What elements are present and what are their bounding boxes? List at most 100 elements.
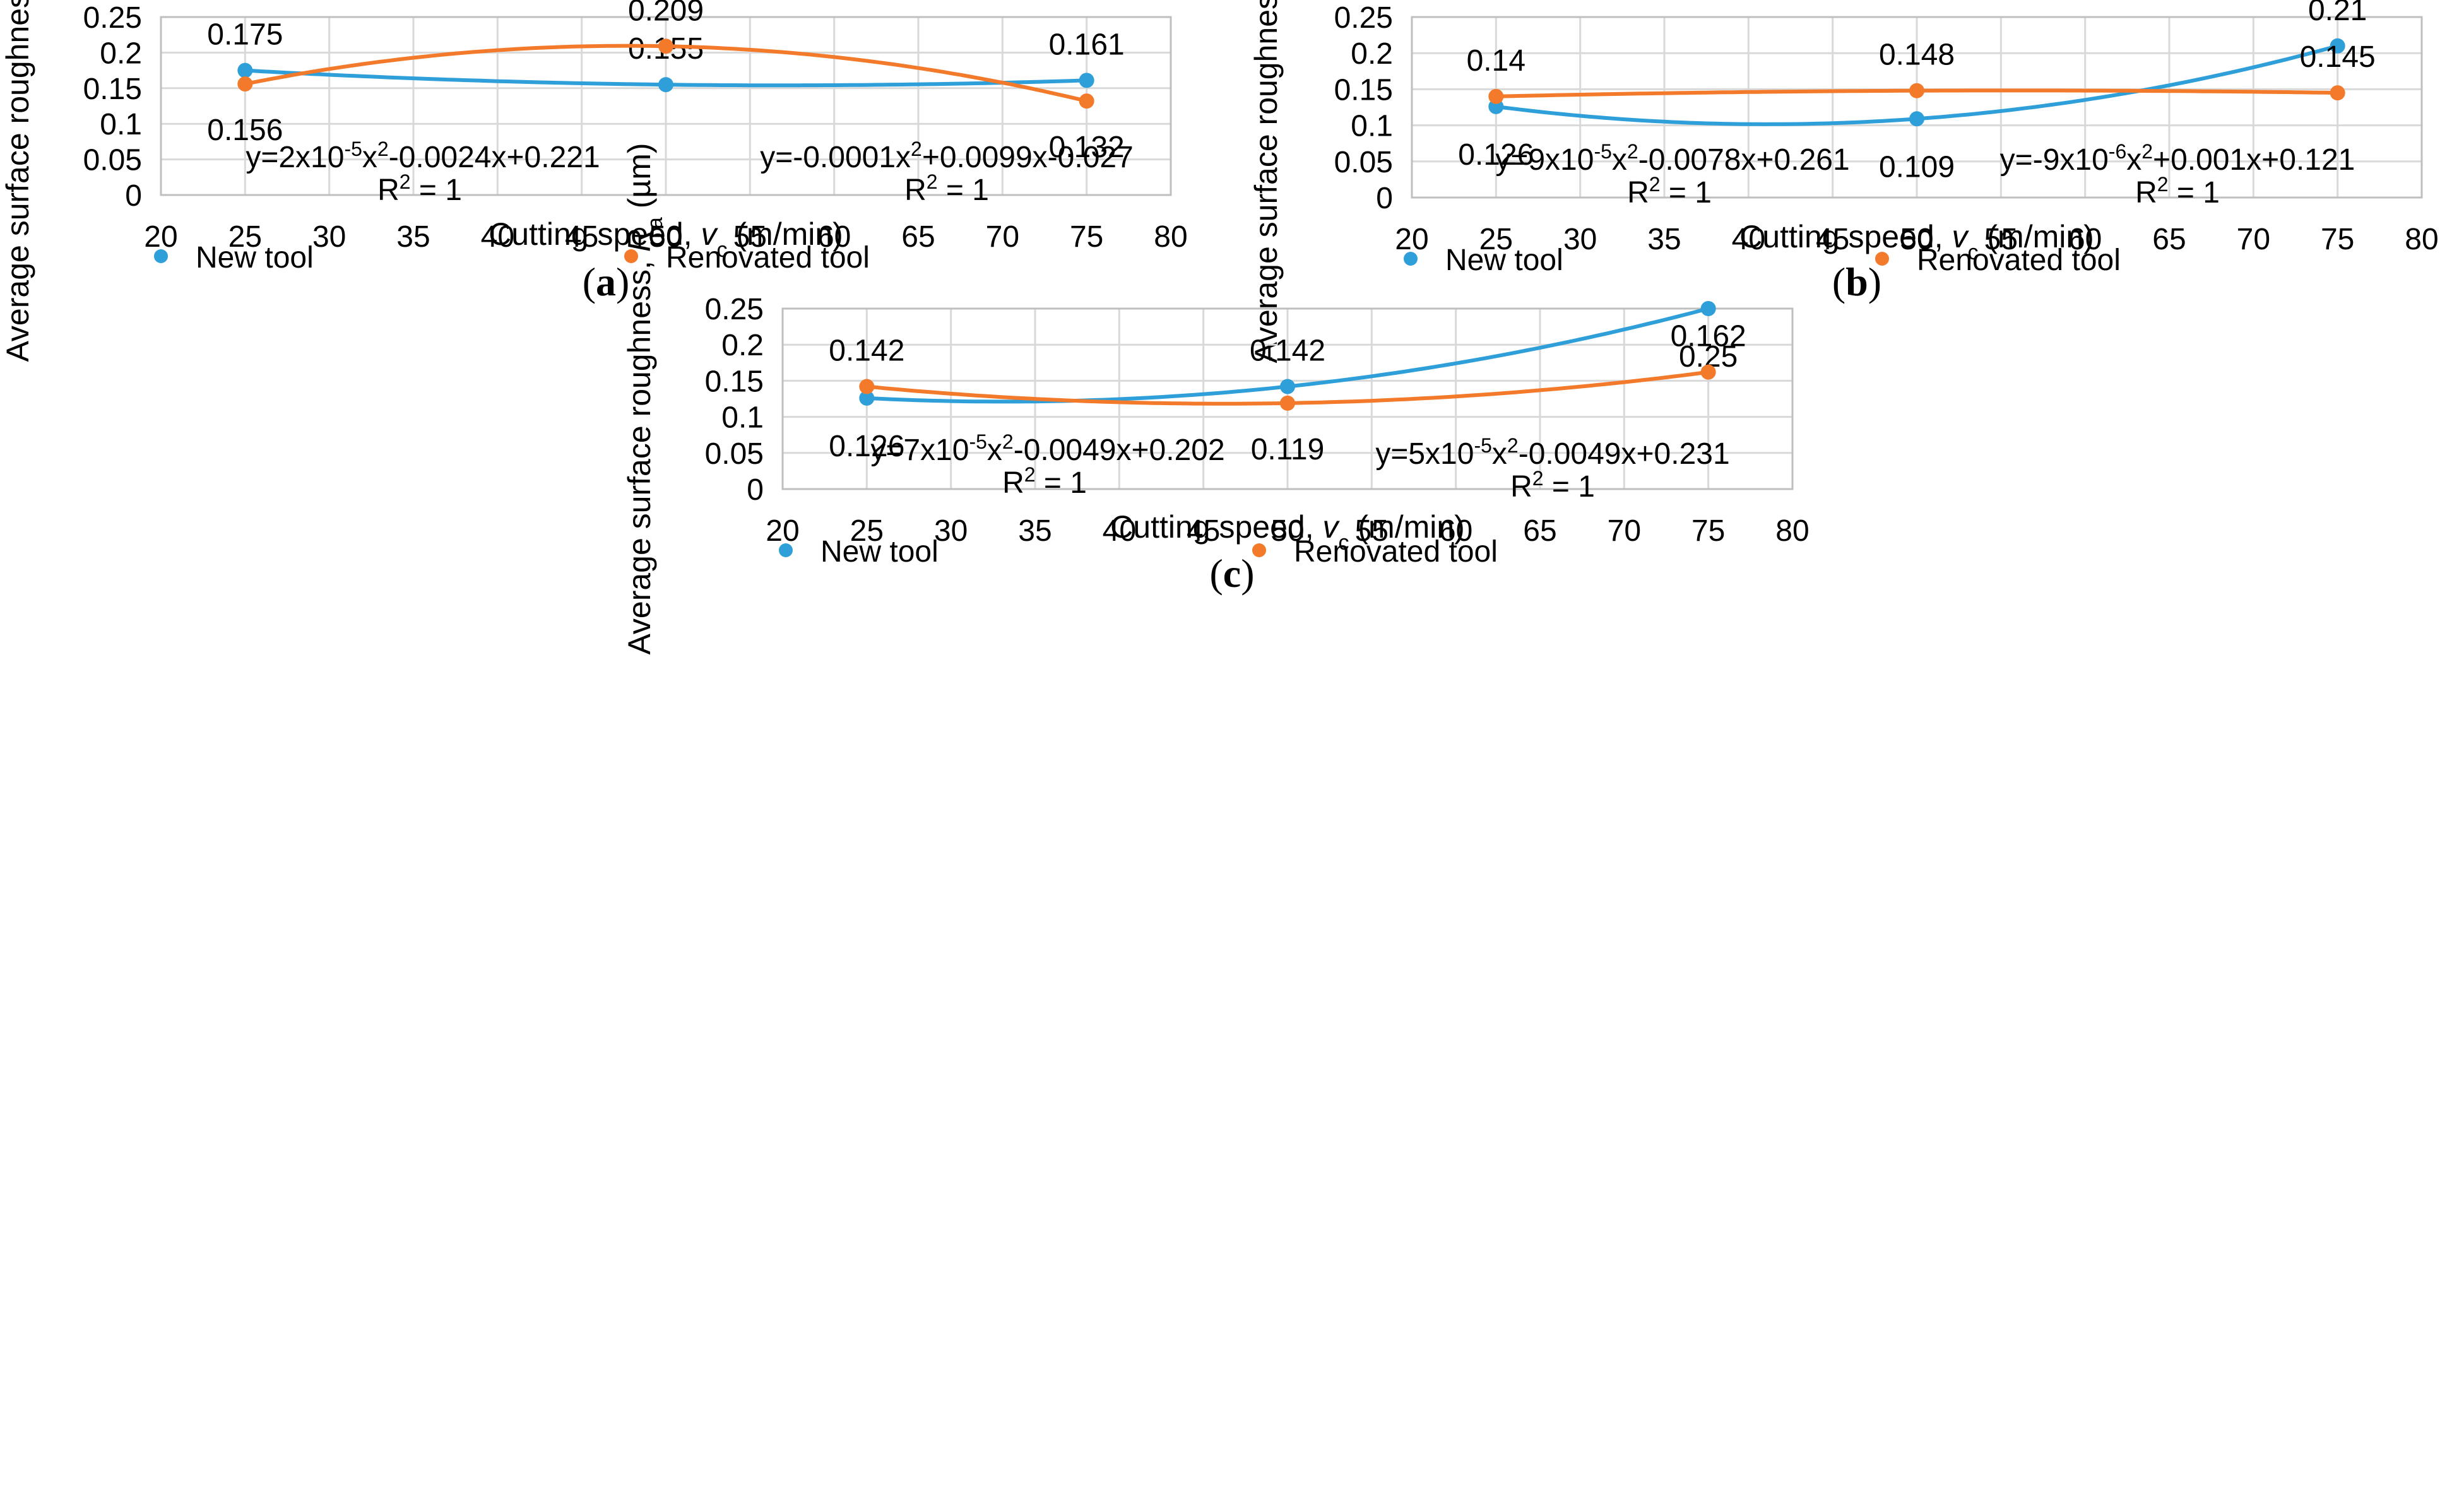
- x-tick-label: 20: [144, 220, 177, 254]
- y-tick-label: 0.1: [721, 401, 764, 435]
- y-tick-label: 0: [747, 473, 764, 507]
- legend-renovated-tool-marker: [1252, 543, 1266, 557]
- renovated-tool-r-squared: R2 = 1: [904, 170, 989, 207]
- x-tick-label: 20: [766, 514, 799, 548]
- x-tick-label: 55: [1355, 514, 1389, 548]
- plot-area: [781, 307, 1794, 490]
- new-tool-point: [859, 390, 875, 406]
- data-label: 0.142: [1250, 334, 1325, 368]
- new-tool-point: [658, 77, 673, 93]
- data-label: 0.126: [1458, 138, 1534, 172]
- new-tool-equation: y=2x10-5x2-0.0024x+0.221: [246, 138, 600, 174]
- renovated-tool-equation: y=5x10-5x2-0.0049x+0.231: [1375, 434, 1729, 471]
- x-tick-label: 75: [1691, 514, 1725, 548]
- legend-renovated-tool-marker: [624, 249, 638, 263]
- new-tool-point: [237, 62, 253, 78]
- y-tick-label: 0.15: [1334, 73, 1393, 107]
- data-label: 0.175: [207, 18, 283, 52]
- x-axis-title: Cutting speed, vc (m/min): [489, 216, 843, 262]
- renovated-tool-point: [1280, 395, 1295, 411]
- data-label: 0.126: [829, 430, 904, 463]
- x-tick-label: 70: [986, 220, 1019, 254]
- renovated-tool-equation: y=-0.0001x2+0.0099x-0.027: [760, 138, 1134, 174]
- legend-new-tool-marker: [154, 249, 168, 263]
- x-tick-label: 65: [901, 220, 935, 254]
- x-tick-label: 30: [312, 220, 346, 254]
- renovated-tool-r-squared: R2 = 1: [2135, 173, 2220, 210]
- data-label: 0.162: [1671, 320, 1746, 353]
- renovated-tool-point: [658, 38, 673, 54]
- x-tick-label: 20: [1395, 223, 1428, 256]
- x-tick-label: 80: [1775, 514, 1809, 548]
- data-label: 0.161: [1049, 28, 1125, 61]
- x-tick-label: 65: [2152, 223, 2186, 256]
- data-label: 0.145: [2300, 40, 2376, 74]
- x-tick-label: 35: [1647, 223, 1681, 256]
- new-tool-point: [1700, 301, 1716, 316]
- renovated-tool-r-squared: R2 = 1: [1510, 467, 1595, 504]
- x-tick-label: 55: [1984, 223, 2018, 256]
- x-tick-label: 25: [1479, 223, 1513, 256]
- x-tick-label: 75: [1070, 220, 1103, 254]
- y-axis-title: Average surface roughness, Ra (µm): [622, 143, 667, 654]
- x-tick-label: 55: [733, 220, 767, 254]
- new-tool-point: [1280, 379, 1295, 394]
- legend-new-tool-marker: [779, 543, 793, 557]
- y-axis-title: Average surface roughness, Ra (µm): [0, 0, 45, 362]
- new-tool-point: [1079, 73, 1094, 88]
- y-tick-label: 0.05: [705, 437, 764, 471]
- y-tick-label: 0.25: [705, 293, 764, 326]
- y-tick-label: 0.05: [83, 144, 142, 177]
- x-tick-label: 60: [2068, 223, 2102, 256]
- panel-label: (b): [1832, 259, 1881, 304]
- new-tool-r-squared: R2 = 1: [1627, 173, 1712, 210]
- renovated-tool-point: [2330, 85, 2345, 101]
- chart-panel-b: 00.050.10.150.20.25 20 25 30 35 40 45 50 55 60 65 7…: [1248, 0, 2439, 363]
- x-tick-label: 70: [2237, 223, 2270, 256]
- y-tick-label: 0.15: [83, 73, 142, 106]
- x-axis-title: Cutting speed, vc (m/min): [1739, 219, 2094, 264]
- x-tick-label: 80: [2405, 223, 2438, 256]
- x-tick-label: 60: [1439, 514, 1472, 548]
- legend-renovated-tool-label: Renovated tool: [1294, 535, 1498, 569]
- y-tick-label: 0.05: [1334, 146, 1393, 179]
- renovated-tool-point: [1488, 88, 1504, 104]
- renovated-tool-point: [1700, 364, 1716, 380]
- x-tick-label: 50: [1900, 223, 1933, 256]
- renovated-tool-point: [1909, 83, 1924, 98]
- y-tick-label: 0.15: [705, 365, 764, 398]
- x-tick-label: 65: [1523, 514, 1556, 548]
- x-tick-label: 45: [565, 220, 598, 254]
- data-label: 0.142: [829, 334, 904, 368]
- renovated-tool-point: [237, 76, 253, 92]
- y-tick-label: 0: [125, 179, 142, 213]
- plot-area: [1411, 16, 2423, 199]
- legend-new-tool-label: New tool: [820, 535, 939, 569]
- panel-label: (c): [1209, 551, 1254, 596]
- y-tick-label: 0.2: [721, 329, 764, 362]
- y-tick-label: 0: [1376, 182, 1393, 215]
- x-tick-label: 25: [228, 220, 262, 254]
- data-label: 0.132: [1049, 131, 1125, 164]
- x-tick-label: 40: [481, 220, 514, 254]
- data-label: 0.119: [1251, 433, 1325, 466]
- y-axis-title: Average surface roughness, Ra (µm): [1248, 0, 1294, 363]
- x-tick-label: 40: [1732, 223, 1765, 256]
- y-tick-label: 0.1: [1351, 110, 1393, 143]
- x-tick-label: 80: [1154, 220, 1187, 254]
- renovated-tool-point: [859, 379, 875, 394]
- y-tick-label: 0.25: [1334, 1, 1393, 35]
- new-tool-r-squared: R2 = 1: [1002, 463, 1087, 500]
- data-label: 0.156: [207, 114, 283, 147]
- new-tool-equation: y=7x10-5x2-0.0049x+0.202: [870, 430, 1224, 467]
- x-tick-label: 45: [1816, 223, 1849, 256]
- x-tick-label: 35: [396, 220, 430, 254]
- data-label: 0.109: [1879, 150, 1955, 184]
- legend-renovated-tool-label: Renovated tool: [666, 241, 870, 275]
- x-tick-label: 45: [1187, 514, 1220, 548]
- x-tick-label: 30: [934, 514, 968, 548]
- y-tick-label: 0.1: [100, 108, 142, 141]
